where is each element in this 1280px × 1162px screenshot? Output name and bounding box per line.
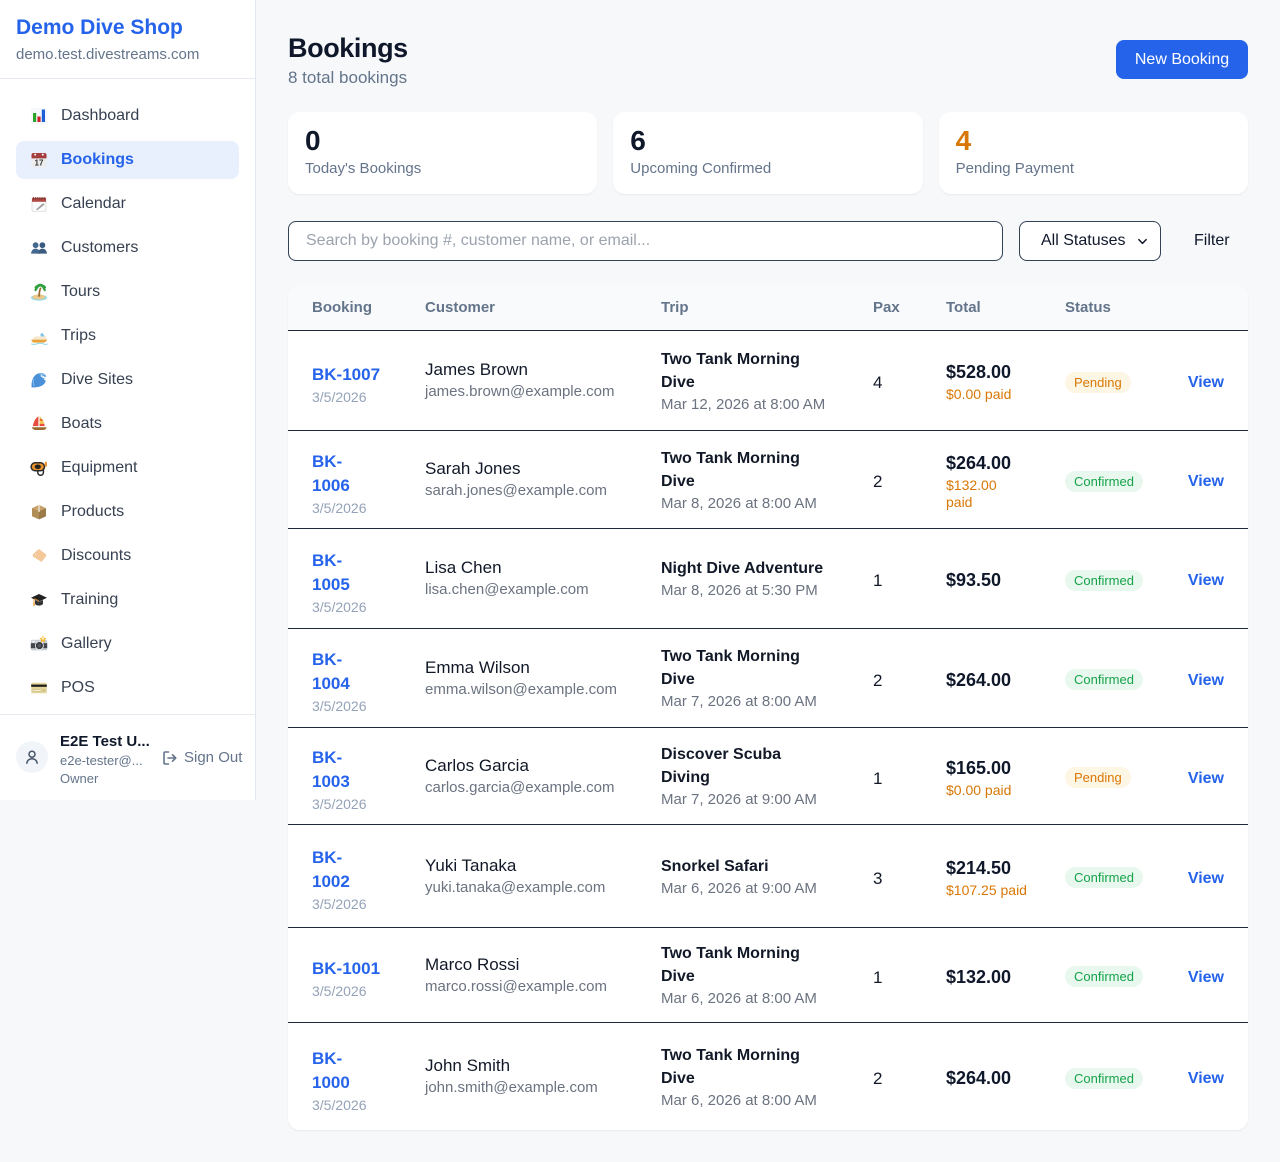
svg-text:17: 17 — [35, 158, 44, 167]
